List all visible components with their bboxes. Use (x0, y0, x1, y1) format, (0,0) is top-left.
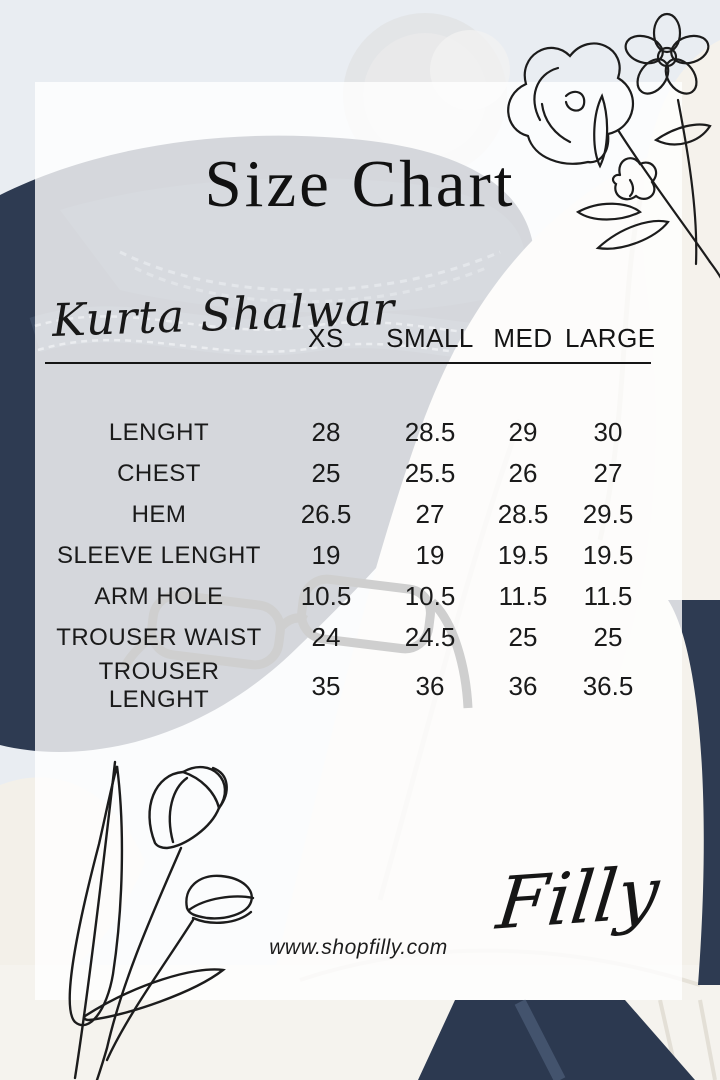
cell-value: 26 (508, 458, 538, 488)
size-header-xs: XS (308, 323, 344, 353)
cell-value: 28.5 (404, 417, 456, 447)
cell-value: 27 (593, 458, 623, 488)
row-label: TROUSER WAIST (56, 623, 262, 651)
row-label: HEM (131, 500, 187, 528)
cell-value: 19.5 (582, 540, 634, 570)
cell-value: 35 (311, 670, 341, 701)
cell-value: 19.5 (497, 540, 549, 570)
cell-value: 36 (508, 670, 538, 701)
cell-value: 25.5 (404, 458, 456, 488)
cell-value: 36 (415, 670, 445, 701)
cell-value: 24 (311, 622, 341, 652)
cell-value: 29.5 (582, 499, 634, 529)
cell-value: 26.5 (300, 499, 352, 529)
cell-value: 24.5 (404, 622, 456, 652)
cell-value: 25 (593, 622, 623, 652)
row-label: ARM HOLE (94, 582, 224, 610)
cell-value: 11.5 (498, 581, 548, 611)
cell-value: 29 (508, 417, 538, 447)
brand-logo: Filly (492, 850, 664, 946)
cell-value: 25 (311, 458, 341, 488)
table-row: TROUSER LENGHT 35 36 36 36.5 (45, 658, 651, 713)
cell-value: 11.5 (583, 581, 633, 611)
size-header-large: LARGE (565, 323, 656, 353)
table-row: LENGHT 28 28.5 29 30 (45, 412, 651, 453)
cell-value: 30 (593, 417, 623, 447)
cell-value: 27 (415, 499, 445, 529)
cell-value: 36.5 (582, 670, 634, 701)
table-row: TROUSER WAIST 24 24.5 25 25 (45, 617, 651, 658)
cell-value: 10.5 (300, 581, 352, 611)
size-header-small: SMALL (386, 323, 474, 353)
size-table: LENGHT 28 28.5 29 30 CHEST 25 25.5 26 27… (45, 412, 651, 713)
website-url: www.shopfilly.com (269, 936, 448, 959)
cell-value: 10.5 (404, 581, 456, 611)
size-header-row: XS SMALL MED LARGE (45, 318, 656, 364)
row-label: SLEEVE LENGHT (57, 541, 261, 569)
cell-value: 19 (311, 540, 341, 570)
table-row: CHEST 25 25.5 26 27 (45, 453, 651, 494)
cell-value: 19 (415, 540, 445, 570)
cell-value: 28.5 (497, 499, 549, 529)
row-label: LENGHT (108, 418, 210, 446)
page-title: Size Chart (204, 147, 516, 221)
row-label: CHEST (117, 459, 201, 487)
table-row: SLEEVE LENGHT 19 19 19.5 19.5 (45, 535, 651, 576)
cell-value: 25 (508, 622, 538, 652)
cell-value: 28 (311, 417, 341, 447)
row-label: TROUSER LENGHT (98, 658, 220, 713)
size-header-med: MED (493, 323, 553, 353)
table-row: ARM HOLE 10.5 10.5 11.5 11.5 (45, 576, 651, 617)
table-row: HEM 26.5 27 28.5 29.5 (45, 494, 651, 535)
